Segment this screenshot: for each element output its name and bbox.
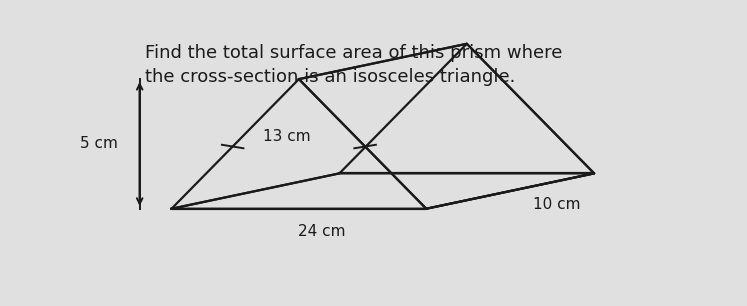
Polygon shape — [299, 44, 594, 209]
Text: Find the total surface area of this prism where
the cross-section is an isoscele: Find the total surface area of this pris… — [146, 44, 562, 86]
Text: 13 cm: 13 cm — [263, 129, 311, 144]
Text: 24 cm: 24 cm — [298, 224, 346, 239]
Text: 5 cm: 5 cm — [80, 136, 118, 151]
Polygon shape — [172, 174, 594, 209]
Text: 10 cm: 10 cm — [533, 196, 581, 211]
